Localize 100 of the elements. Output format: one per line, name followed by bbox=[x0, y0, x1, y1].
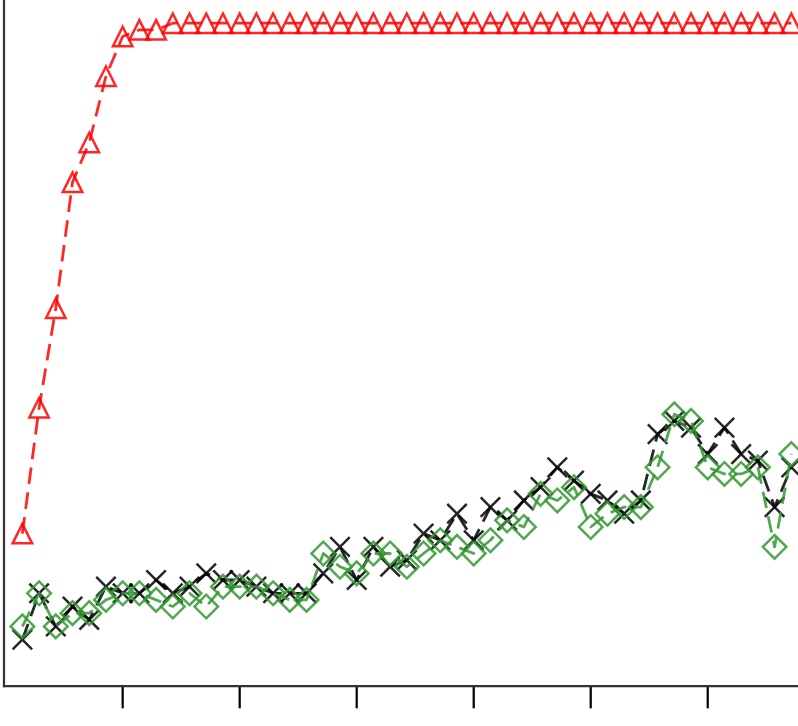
point bbox=[694, 454, 721, 481]
point bbox=[696, 12, 719, 35]
point bbox=[711, 460, 738, 487]
point bbox=[646, 12, 669, 35]
point bbox=[696, 443, 719, 466]
point bbox=[44, 297, 67, 320]
point bbox=[563, 12, 585, 35]
point bbox=[410, 540, 437, 567]
point bbox=[412, 522, 435, 545]
point bbox=[680, 416, 702, 439]
point bbox=[412, 12, 435, 35]
point bbox=[512, 489, 535, 512]
point bbox=[178, 575, 201, 598]
point bbox=[9, 613, 36, 640]
point bbox=[761, 533, 788, 560]
point bbox=[312, 12, 335, 35]
point bbox=[663, 12, 686, 35]
point bbox=[529, 476, 552, 499]
point bbox=[677, 407, 705, 434]
point bbox=[228, 12, 251, 35]
point bbox=[744, 454, 771, 481]
point bbox=[594, 500, 621, 527]
point bbox=[763, 496, 786, 519]
point bbox=[193, 593, 220, 620]
point bbox=[195, 12, 218, 35]
point bbox=[730, 12, 753, 35]
point bbox=[145, 18, 168, 41]
point bbox=[579, 482, 602, 505]
point bbox=[512, 12, 535, 35]
point bbox=[763, 12, 786, 35]
point bbox=[613, 12, 636, 35]
point bbox=[262, 12, 285, 35]
point bbox=[360, 540, 387, 567]
point bbox=[92, 586, 119, 613]
point bbox=[161, 12, 184, 35]
point bbox=[546, 456, 569, 479]
point bbox=[159, 593, 186, 620]
point bbox=[195, 562, 218, 585]
point bbox=[345, 569, 368, 591]
point bbox=[663, 409, 686, 432]
point bbox=[326, 553, 354, 580]
point bbox=[629, 489, 652, 512]
point bbox=[579, 12, 602, 35]
point bbox=[730, 443, 753, 466]
point bbox=[59, 600, 86, 627]
point bbox=[395, 12, 418, 35]
point bbox=[613, 502, 636, 525]
point bbox=[496, 12, 519, 35]
point bbox=[546, 12, 569, 35]
point bbox=[28, 396, 51, 419]
point bbox=[176, 580, 203, 607]
point bbox=[212, 12, 234, 35]
point bbox=[78, 131, 101, 154]
point bbox=[611, 494, 638, 521]
point bbox=[94, 65, 117, 88]
point bbox=[345, 12, 368, 35]
point bbox=[646, 423, 669, 446]
point bbox=[11, 628, 34, 651]
point bbox=[560, 474, 588, 501]
point bbox=[577, 513, 604, 541]
point bbox=[446, 502, 468, 525]
point bbox=[563, 469, 585, 492]
point bbox=[527, 480, 554, 507]
point bbox=[713, 416, 736, 439]
point bbox=[111, 25, 134, 48]
point bbox=[11, 522, 34, 545]
point bbox=[310, 540, 337, 567]
point bbox=[510, 513, 537, 541]
point bbox=[78, 608, 101, 631]
point bbox=[61, 171, 84, 194]
point bbox=[746, 449, 769, 472]
point bbox=[329, 12, 351, 35]
point bbox=[728, 460, 755, 487]
point bbox=[312, 562, 335, 585]
point bbox=[76, 600, 103, 627]
point bbox=[329, 535, 351, 558]
point bbox=[477, 527, 504, 554]
point bbox=[596, 12, 619, 35]
point bbox=[377, 540, 404, 567]
point bbox=[343, 560, 370, 587]
point bbox=[462, 529, 485, 552]
point bbox=[128, 18, 151, 41]
point bbox=[395, 549, 418, 572]
point bbox=[629, 12, 652, 35]
point bbox=[94, 575, 117, 598]
point bbox=[379, 555, 402, 578]
point bbox=[178, 12, 201, 35]
point bbox=[544, 487, 571, 514]
point bbox=[362, 535, 385, 558]
point bbox=[446, 12, 468, 35]
point bbox=[145, 569, 168, 591]
point bbox=[379, 12, 402, 35]
point bbox=[460, 540, 487, 567]
point bbox=[161, 582, 184, 605]
point bbox=[529, 12, 552, 35]
point bbox=[462, 12, 485, 35]
point bbox=[61, 595, 84, 618]
point bbox=[661, 401, 688, 428]
point bbox=[479, 496, 502, 519]
point bbox=[295, 12, 318, 35]
